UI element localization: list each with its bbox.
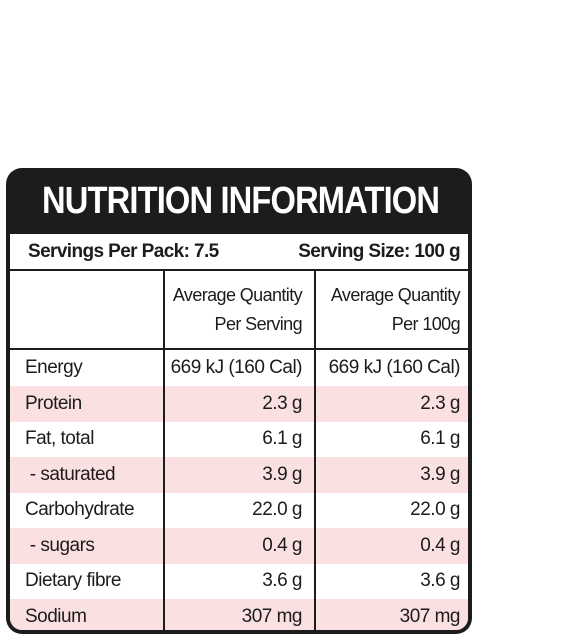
column-header-per-serving: Average Quantity Per Serving <box>165 271 316 348</box>
per-serving-value: 22.0 g <box>165 492 316 528</box>
table-row: Carbohydrate 22.0 g 22.0 g <box>10 492 468 528</box>
column-header-per-serving-line2: Per Serving <box>214 313 303 334</box>
nutrient-name: Protein <box>10 386 165 422</box>
per-serving-value: 669 kJ (160 Cal) <box>165 350 316 386</box>
table-row: Sodium 307 mg 307 mg <box>10 599 468 630</box>
panel-title: NUTRITION INFORMATION <box>42 180 440 222</box>
table-row: - saturated 3.9 g 3.9 g <box>10 457 468 493</box>
table-row: - sugars 0.4 g 0.4 g <box>10 528 468 564</box>
column-header-per-100g: Average Quantity Per 100g <box>316 271 468 348</box>
nutrient-name: Fat, total <box>10 421 165 457</box>
column-header-nutrient <box>10 271 165 348</box>
nutrient-name: - saturated <box>10 457 165 493</box>
table-row: Energy 669 kJ (160 Cal) 669 kJ (160 Cal) <box>10 350 468 386</box>
serving-size: Serving Size: 100 g <box>298 240 460 262</box>
per-100g-value: 307 mg <box>399 605 461 627</box>
column-header-row: Average Quantity Per Serving Average Qua… <box>10 271 468 350</box>
per-serving-value: 6.1 g <box>165 421 316 457</box>
nutrient-rows: Energy 669 kJ (160 Cal) 669 kJ (160 Cal) Pr… <box>10 350 468 630</box>
column-header-per-serving-line1: Average Quantity <box>172 284 303 305</box>
table-row: Protein 2.3 g 2.3 g <box>10 386 468 422</box>
servings-per-pack: Servings Per Pack: 7.5 <box>28 240 219 262</box>
per-serving-value: 0.4 g <box>165 528 316 564</box>
per-100g-value: 2.3 g <box>420 392 460 414</box>
nutrition-panel: NUTRITION INFORMATION Servings Per Pack:… <box>6 168 472 634</box>
column-header-per-100g-line1: Average Quantity <box>330 284 461 305</box>
per-100g-value: 3.6 g <box>420 570 460 592</box>
nutrition-table: Servings Per Pack: 7.5 Serving Size: 100… <box>10 234 468 630</box>
column-header-per-100g-line2: Per 100g <box>391 313 461 334</box>
servings-row: Servings Per Pack: 7.5 Serving Size: 100… <box>10 234 468 271</box>
nutrient-name: Dietary fibre <box>10 563 165 599</box>
nutrient-name: Energy <box>10 350 165 386</box>
per-100g-value: 669 kJ (160 Cal) <box>328 357 461 378</box>
per-100g-value: 3.9 g <box>420 463 460 485</box>
nutrient-grid: Average Quantity Per Serving Average Qua… <box>10 271 468 630</box>
per-100g-value: 0.4 g <box>420 534 460 556</box>
per-serving-value: 2.3 g <box>165 386 316 422</box>
table-row: Fat, total 6.1 g 6.1 g <box>10 421 468 457</box>
nutrient-name: - sugars <box>10 528 165 564</box>
per-serving-value: 307 mg <box>165 599 316 630</box>
table-row: Dietary fibre 3.6 g 3.6 g <box>10 563 468 599</box>
nutrient-name: Sodium <box>10 599 165 630</box>
per-100g-value: 22.0 g <box>410 499 460 521</box>
per-serving-value: 3.9 g <box>165 457 316 493</box>
nutrient-name: Carbohydrate <box>10 492 165 528</box>
per-serving-value: 3.6 g <box>165 563 316 599</box>
per-100g-value: 6.1 g <box>420 428 460 450</box>
